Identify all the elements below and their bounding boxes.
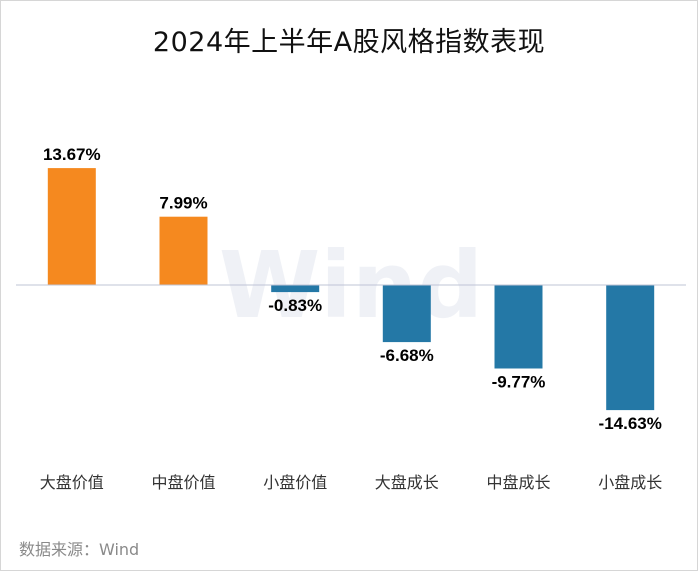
x-tick-label-3: 小盘价值 <box>263 473 327 492</box>
x-tick-label-2: 中盘价值 <box>151 473 215 492</box>
x-tick-label-6: 小盘成长 <box>598 473 662 492</box>
bar-5 <box>494 285 543 369</box>
bar-2 <box>159 216 208 285</box>
data-label-1: 13.67% <box>43 145 101 164</box>
data-label-5: -9.77% <box>492 373 546 392</box>
chart-title: 2024年上半年A股风格指数表现 <box>152 27 546 58</box>
x-tick-label-4: 大盘成长 <box>375 473 439 492</box>
bar-1 <box>47 168 96 285</box>
x-tick-label-5: 中盘成长 <box>486 473 550 492</box>
data-label-2: 7.99% <box>159 194 207 213</box>
bars-layer <box>47 168 655 411</box>
x-tick-labels-layer: 大盘价值 中盘价值 小盘价值 大盘成长 中盘成长 小盘成长 <box>40 473 662 492</box>
x-tick-label-1: 大盘价值 <box>40 473 104 492</box>
data-labels-layer: 13.67% 7.99% -0.83% -6.68% -9.77% -14.63% <box>43 145 662 433</box>
bar-6 <box>606 285 655 411</box>
bar-3 <box>271 285 320 293</box>
source-note: 数据来源：Wind <box>19 540 140 559</box>
data-label-3: -0.83% <box>268 296 322 315</box>
bar-4 <box>382 285 431 343</box>
data-label-4: -6.68% <box>380 346 434 365</box>
data-label-6: -14.63% <box>599 414 662 433</box>
